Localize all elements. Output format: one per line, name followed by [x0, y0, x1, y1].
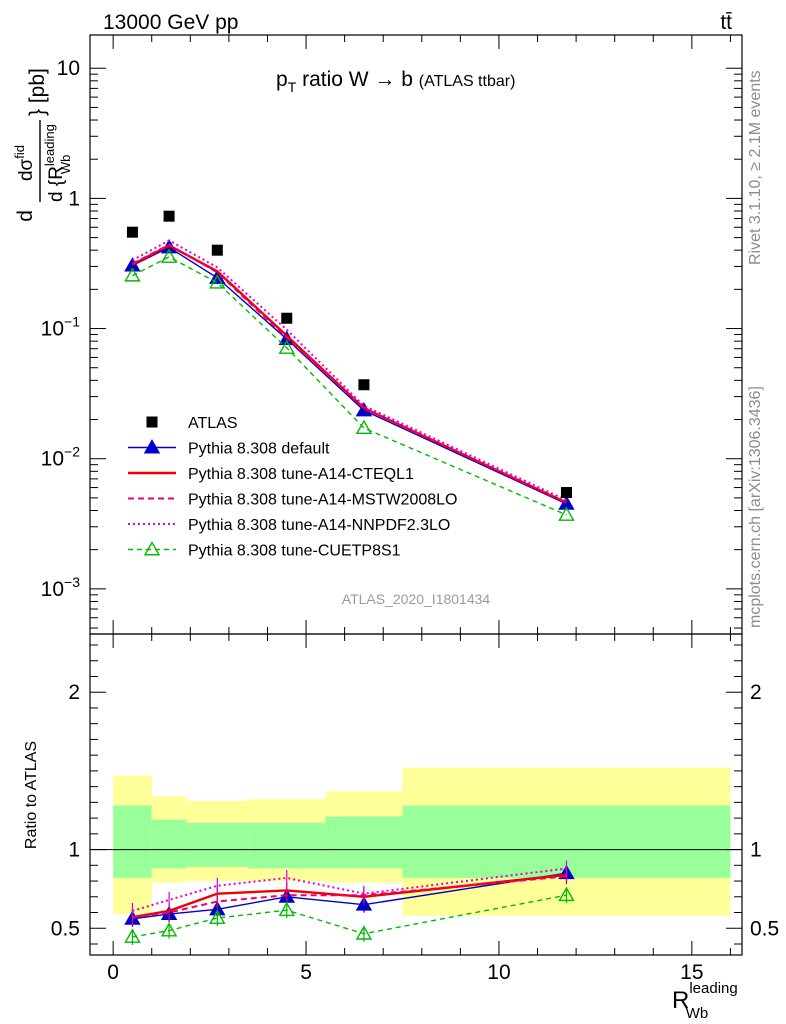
series-line-ratio-0: [132, 872, 567, 920]
series-marker-ratio-4: [124, 928, 141, 943]
series-marker-ratio-4: [278, 901, 295, 917]
y-tick-label-bottom-right: 2: [750, 681, 762, 704]
legend-label-1: Pythia 8.308 tune-A14-CTEQL1: [188, 466, 414, 483]
x-tick-label: 15: [680, 961, 703, 984]
series-marker-ratio-4: [355, 925, 373, 940]
legend: ATLAS Pythia 8.308 default Pythia 8.308 tu…: [128, 415, 457, 560]
x-tick-label: 5: [300, 961, 312, 984]
mcplots-label: mcplots.cern.ch [arXiv:1306.3436]: [747, 386, 764, 628]
x-axis-label: Rleading Wb: [672, 980, 738, 1022]
process-label: tt̄: [720, 11, 732, 34]
series-marker-top-4: [160, 248, 178, 263]
series-line-ratio-2: [132, 875, 567, 919]
y-tick-label-bottom: 2: [68, 681, 80, 704]
series-line-ratio-3: [132, 867, 567, 912]
title-rest: ratio W → b: [296, 68, 419, 91]
series-marker-top-4: [355, 419, 373, 434]
atlas-point: [560, 486, 572, 498]
y-tick-label-bottom-right: 0.5: [750, 917, 779, 940]
series-line-ratio-1: [132, 873, 567, 919]
x-tick-label: 10: [487, 961, 510, 984]
title-p: p: [276, 68, 288, 91]
bottom-frame: [89, 633, 743, 956]
y-tick-label-top: 10: [57, 57, 80, 80]
legend-label-2: Pythia 8.308 tune-A14-MSTW2008LO: [188, 492, 457, 509]
series-marker-top-4: [278, 339, 295, 354]
atlas-point: [211, 244, 223, 256]
series-marker-ratio-4: [558, 886, 575, 902]
series-marker-ratio-4: [160, 922, 178, 937]
atlas-point: [358, 379, 370, 391]
analysis-label: ATLAS_2020_I1801434: [342, 591, 491, 607]
y-axis-label-top: d dσfid d {RleadingWb } [pb]: [12, 68, 73, 222]
svg-text:d {RleadingWb: d {RleadingWb: [42, 124, 73, 202]
y-tick-label-bottom: 1: [68, 839, 80, 862]
title-small: (ATLAS ttbar): [419, 73, 516, 90]
series-marker-top-0: [124, 257, 141, 272]
y-tick-label-bottom-right: 1: [750, 839, 762, 862]
series-line-top-1: [131, 244, 567, 504]
atlas-point: [163, 210, 175, 222]
y-tick-label-top: 1: [68, 187, 80, 210]
chart-title: pT ratio W → b (ATLAS ttbar): [276, 68, 515, 95]
legend-marker-4: [143, 541, 161, 556]
top-panel: 10 1 10−1 10−2 10−3: [41, 34, 743, 635]
series-marker-top-4: [558, 506, 575, 521]
title-sub: T: [288, 79, 297, 95]
rivet-label: Rivet 3.1.10, ≥ 2.1M events: [747, 70, 764, 265]
series-marker-ratio-4: [209, 909, 226, 924]
atlas-point: [126, 226, 138, 238]
ratio-panel: 0 5 10 15 0.5 0.5 1 1 2 2: [51, 633, 779, 984]
y-tick-label-top: 10−2: [41, 444, 81, 471]
band-green-1: [151, 819, 187, 869]
svg-text:} [pb]: } [pb]: [26, 68, 49, 116]
legend-label-4: Pythia 8.308 tune-CUETP8S1: [188, 543, 401, 560]
legend-label-atlas: ATLAS: [188, 415, 238, 432]
atlas-point: [281, 312, 293, 324]
y-tick-label-bottom: 0.5: [51, 917, 80, 940]
legend-marker-atlas: [146, 416, 158, 428]
band-green-3: [248, 822, 326, 869]
legend-label-0: Pythia 8.308 default: [188, 441, 330, 458]
legend-label-3: Pythia 8.308 tune-A14-NNPDF2.3LO: [188, 517, 450, 534]
x-tick-label: 0: [107, 961, 119, 984]
energy-label: 13000 GeV pp: [103, 11, 238, 34]
y-tick-label-top: 10−3: [41, 574, 81, 601]
series-line-ratio-4: [132, 894, 567, 938]
series-line-top-2: [131, 243, 567, 504]
svg-text:dσfid: dσfid: [12, 145, 37, 181]
band-green-2: [186, 822, 249, 867]
series-marker-top-4: [209, 274, 226, 289]
series-marker-top-4: [124, 267, 141, 282]
y-tick-label-top: 10−1: [41, 314, 81, 341]
legend-marker-0: [143, 439, 161, 454]
band-green-4: [325, 816, 403, 869]
y-axis-label-bottom: Ratio to ATLAS: [23, 741, 40, 849]
series-line-top-3: [131, 239, 567, 502]
band-green-0: [113, 805, 152, 878]
svg-text:d: d: [14, 210, 37, 222]
